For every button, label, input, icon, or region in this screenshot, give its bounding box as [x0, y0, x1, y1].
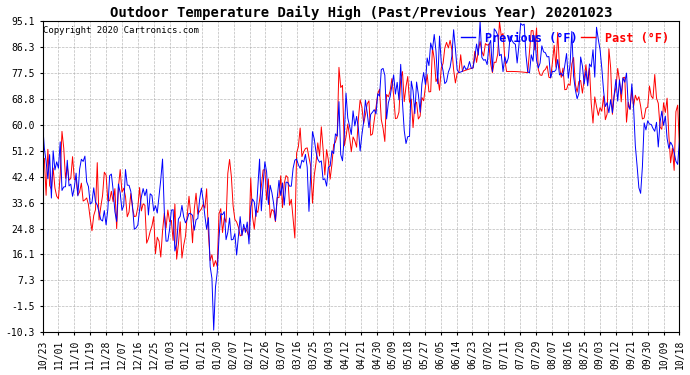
Past (°F): [513, 69, 521, 74]
Past (°F): [517, 70, 525, 74]
Previous (°F): [594, 37, 602, 42]
Past (°F): [501, 57, 509, 61]
Previous (°F): [476, 19, 484, 23]
Past (°F): [594, 113, 602, 118]
Previous (°F): [39, 121, 47, 125]
Previous (°F): [261, 159, 269, 164]
Past (°F): [39, 157, 47, 162]
Line: Past (°F): Past (°F): [43, 21, 680, 267]
Previous (°F): [501, 54, 509, 59]
Past (°F): [261, 167, 269, 172]
Previous (°F): [676, 138, 684, 142]
Line: Previous (°F): Previous (°F): [43, 21, 680, 330]
Past (°F): [676, 144, 684, 149]
Previous (°F): [210, 328, 218, 332]
Title: Outdoor Temperature Daily High (Past/Previous Year) 20201023: Outdoor Temperature Daily High (Past/Pre…: [110, 6, 612, 20]
Legend: Previous (°F), Past (°F): Previous (°F), Past (°F): [457, 27, 673, 49]
Text: Copyright 2020 Cartronics.com: Copyright 2020 Cartronics.com: [43, 26, 199, 34]
Past (°F): [210, 264, 218, 269]
Previous (°F): [513, 61, 521, 65]
Past (°F): [370, 118, 378, 123]
Previous (°F): [370, 107, 378, 112]
Previous (°F): [517, 21, 525, 26]
Past (°F): [495, 19, 504, 24]
